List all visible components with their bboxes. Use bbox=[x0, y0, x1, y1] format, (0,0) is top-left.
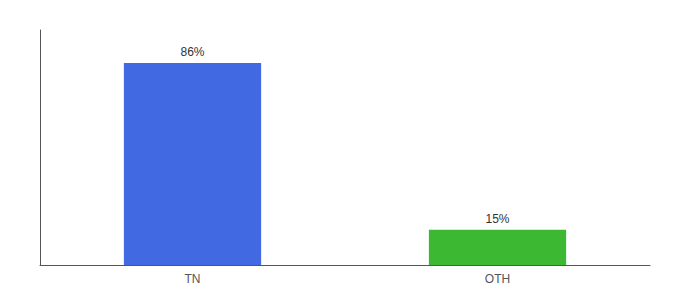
svg-text:15%: 15% bbox=[485, 212, 509, 226]
svg-text:OTH: OTH bbox=[485, 272, 510, 286]
svg-text:TN: TN bbox=[185, 272, 201, 286]
svg-text:86%: 86% bbox=[180, 45, 204, 59]
